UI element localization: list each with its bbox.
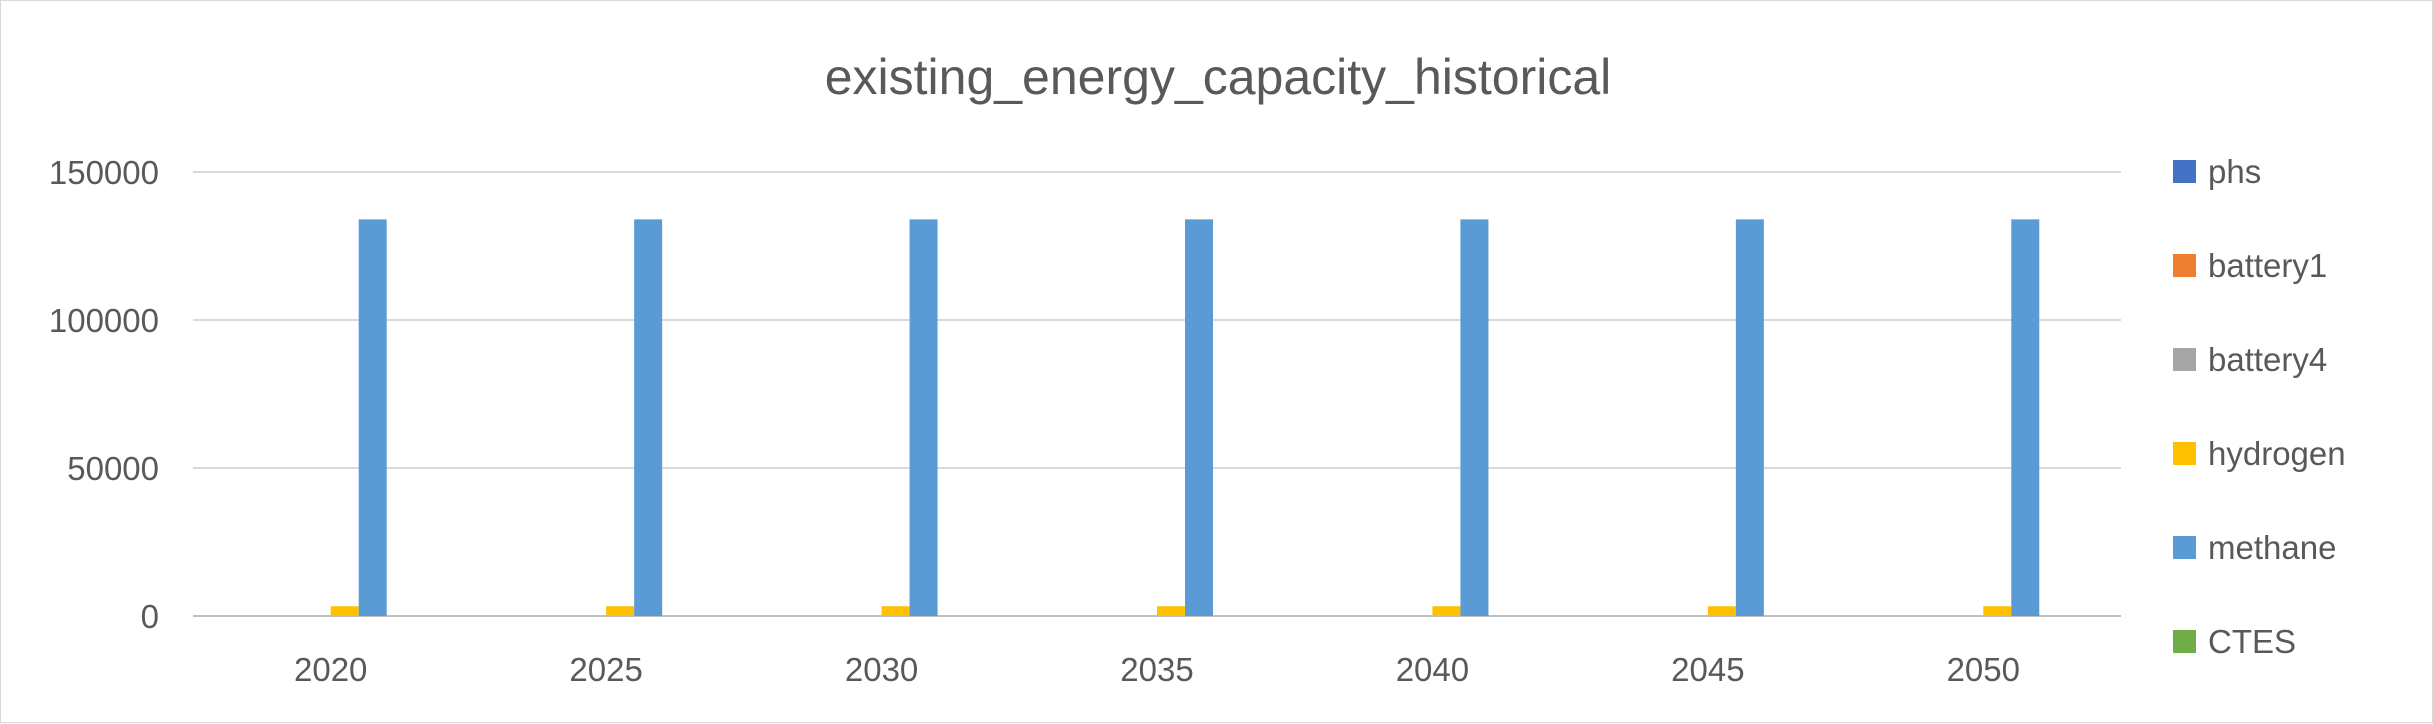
x-tick-label: 2040 bbox=[1396, 651, 1469, 688]
bar-hydrogen-2040 bbox=[1432, 606, 1461, 616]
chart-title: existing_energy_capacity_historical bbox=[825, 49, 1612, 105]
legend-item-hydrogen: hydrogen bbox=[2173, 435, 2346, 472]
bar-hydrogen-2035 bbox=[1157, 606, 1185, 616]
legend-swatch bbox=[2173, 536, 2196, 559]
x-tick-label: 2035 bbox=[1120, 651, 1193, 688]
legend-label: battery1 bbox=[2208, 247, 2327, 284]
x-tick-label: 2030 bbox=[845, 651, 918, 688]
bar-methane-2050 bbox=[2011, 219, 2040, 617]
x-tick-label: 2045 bbox=[1671, 651, 1744, 688]
bar-hydrogen-2030 bbox=[881, 606, 910, 616]
bar-methane-2025 bbox=[634, 219, 663, 617]
legend-item-CTES: CTES bbox=[2173, 623, 2296, 660]
y-tick-label: 0 bbox=[141, 598, 159, 635]
y-tick-label: 100000 bbox=[49, 302, 159, 339]
legend-label: phs bbox=[2208, 153, 2261, 190]
x-axis: 2020 2025 2030 2035 2040 2045 2050 bbox=[294, 651, 2020, 688]
bar-methane-2035 bbox=[1185, 219, 1213, 617]
bar-methane-2030 bbox=[909, 219, 938, 617]
y-tick-label: 50000 bbox=[67, 450, 159, 487]
legend-label: hydrogen bbox=[2208, 435, 2346, 472]
legend-swatch bbox=[2173, 254, 2196, 277]
bar-hydrogen-2025 bbox=[606, 606, 635, 616]
legend-item-phs: phs bbox=[2173, 153, 2261, 190]
legend-item-battery1: battery1 bbox=[2173, 247, 2327, 284]
gridlines bbox=[193, 171, 2121, 617]
x-tick-label: 2020 bbox=[294, 651, 367, 688]
legend-swatch bbox=[2173, 160, 2196, 183]
x-tick-label: 2050 bbox=[1947, 651, 2020, 688]
bar-hydrogen-2050 bbox=[1983, 606, 2012, 616]
legend-swatch bbox=[2173, 442, 2196, 465]
bar-methane-2020 bbox=[358, 219, 387, 617]
bar-hydrogen-2045 bbox=[1707, 606, 1736, 616]
legend-swatch bbox=[2173, 630, 2196, 653]
y-axis: 0 50000 100000 150000 bbox=[49, 154, 159, 635]
x-tick-label: 2025 bbox=[569, 651, 642, 688]
legend-label: battery4 bbox=[2208, 341, 2327, 378]
legend-label: CTES bbox=[2208, 623, 2296, 660]
bar-hydrogen-2020 bbox=[330, 606, 359, 616]
bar-methane-2045 bbox=[1735, 219, 1764, 617]
legend-label: methane bbox=[2208, 529, 2336, 566]
plot-area bbox=[330, 219, 2040, 617]
legend-item-methane: methane bbox=[2173, 529, 2336, 566]
legend: phs battery1 battery4 hydrogen methane CTES bbox=[2173, 153, 2346, 660]
bar-methane-2040 bbox=[1460, 219, 1489, 617]
y-tick-label: 150000 bbox=[49, 154, 159, 191]
legend-swatch bbox=[2173, 348, 2196, 371]
legend-item-battery4: battery4 bbox=[2173, 341, 2327, 378]
